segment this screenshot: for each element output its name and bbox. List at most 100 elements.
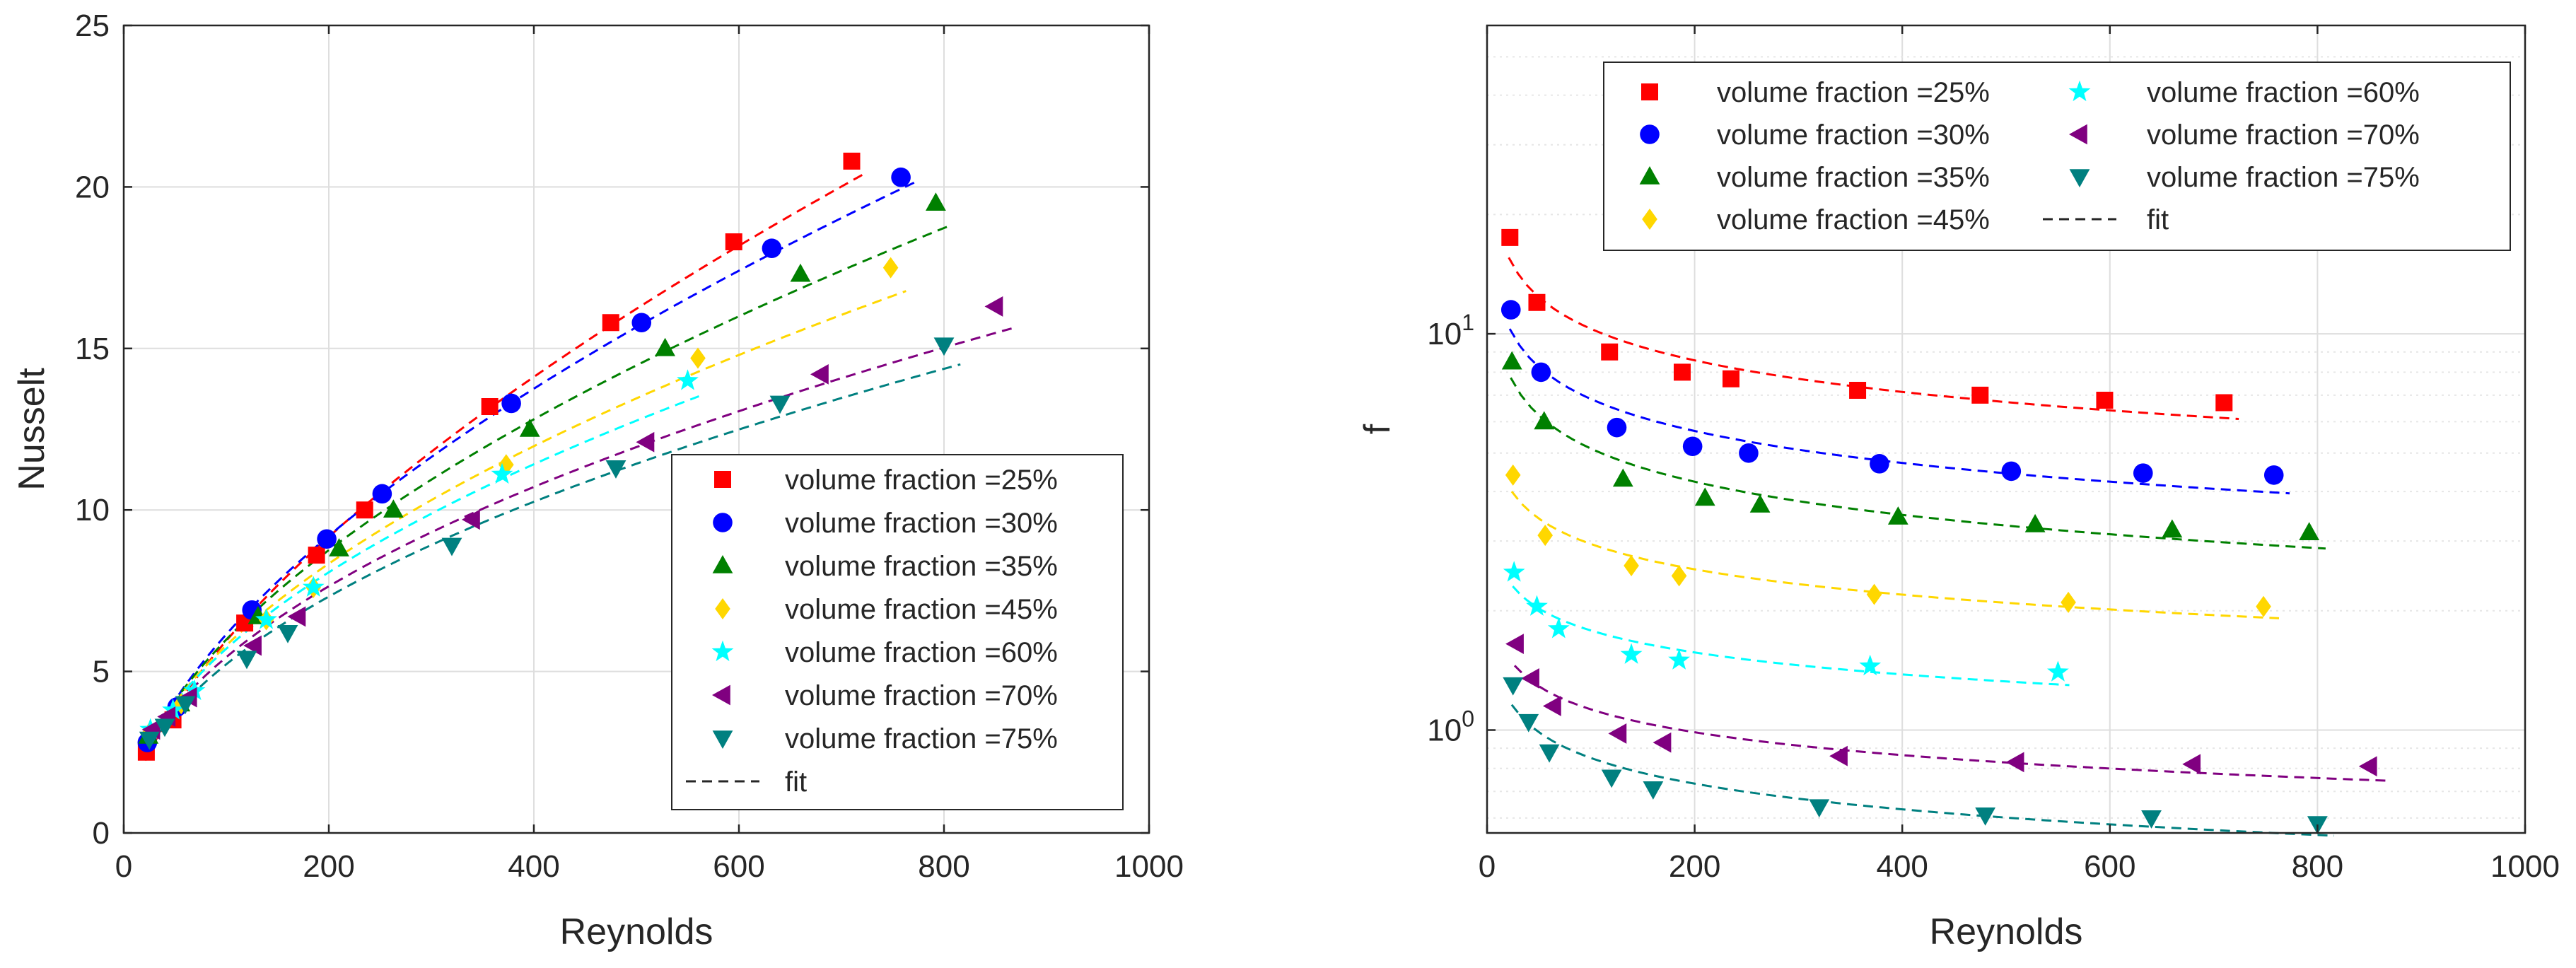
legend-item: volume fraction =30% [713,508,1058,539]
data-point [1668,648,1690,670]
data-point [843,152,861,170]
legend-marker [711,640,734,662]
axes-box [1486,24,2527,834]
data-point [1722,370,1739,387]
x-axis-label: Reynolds [560,911,713,952]
data-point [1505,464,1521,486]
legend-box [671,454,1124,810]
data-point [1601,343,1619,361]
legend-label: fit [785,766,807,798]
y-tick-label: 5 [93,655,110,689]
series-1 [1501,228,2233,412]
legend-box [1603,62,2511,251]
data-point [2133,463,2153,483]
series-6 [1505,634,2377,777]
fit-lines [1508,257,2387,837]
data-point [1500,300,1521,320]
data-point [1505,634,1524,655]
legend-item: volume fraction =25% [1641,77,1990,108]
data-point [1518,713,1539,733]
legend-marker [713,513,733,532]
data-point [1870,454,1889,474]
data-point [1643,781,1664,800]
fit-line [146,223,952,748]
data-point [481,398,499,416]
data-point [762,238,782,258]
data-point [1971,386,1989,404]
data-point [1526,595,1548,616]
legend-label: fit [2147,204,2169,235]
legend-label: volume fraction =30% [1717,119,1990,151]
data-point [1528,293,1546,311]
legend-label: volume fraction =35% [1717,162,1990,193]
data-point [2256,595,2271,617]
fit-line [1508,257,2239,420]
legend-label: volume fraction =75% [2147,162,2420,193]
data-point [1539,744,1560,763]
y-tick-label: 15 [75,332,110,366]
data-point [1608,723,1627,744]
data-point [1503,677,1524,696]
data-point [1537,525,1554,547]
data-point [2263,465,2284,485]
data-point [2005,752,2024,773]
data-point [2141,810,2162,829]
data-point [519,419,540,437]
data-point [2162,519,2183,538]
legend-marker [2069,124,2087,145]
fit-line [150,327,1013,742]
legend-marker [712,730,733,749]
x-tick-label: 1000 [1114,849,1184,884]
data-point [329,538,349,556]
data-point [810,363,829,385]
ticks: 0 200 400 600 800 1000 100 101 [1427,25,2560,884]
x-tick-label: 600 [713,849,764,884]
legend-item: volume fraction =35% [1639,162,1990,193]
series-3 [1501,351,2320,541]
data-point [1673,363,1691,381]
data-point [372,484,392,504]
legend: volume fraction =25% volume fraction =30%… [671,454,1124,810]
fit-line [144,171,867,762]
legend-label: volume fraction =60% [785,637,1058,668]
data-point [462,509,480,530]
data-point [1547,617,1570,638]
fit-line [1510,377,2326,550]
data-point [636,431,655,453]
data-point [790,263,811,282]
data-point [501,393,521,414]
fit-line [147,363,961,750]
legend-marker [1641,83,1658,100]
fit-line [1510,491,2280,619]
data-point [655,337,675,356]
legend-marker [715,598,730,619]
data-point [891,167,911,187]
data-point [1620,643,1643,664]
x-tick-label: 0 [1479,849,1496,884]
legend-item: fit [686,766,807,798]
x-tick-label: 400 [1876,849,1928,884]
data-point [236,651,257,670]
fit-line [1508,328,2290,495]
data-point [277,624,298,643]
data-point [690,347,706,369]
y-tick-label: 25 [75,8,110,43]
data-point [1866,583,1882,605]
data-point [2001,461,2022,482]
data-point [1534,411,1555,430]
data-point [1501,351,1522,370]
data-point [1612,468,1633,487]
legend-item: volume fraction =75% [2069,162,2420,193]
data-point [2182,754,2201,775]
y-tick-label: 10 [75,493,110,527]
series-6 [141,296,1003,740]
legend-label: volume fraction =25% [785,465,1058,496]
y-tick-label: 101 [1427,310,1474,351]
legend-label: volume fraction =25% [1717,77,1990,108]
data-point [677,369,699,390]
chart-2: 0 200 400 600 800 1000 100 101 Reynolds f volume f… [1357,24,2560,952]
fit-line [148,395,700,742]
data-point [984,296,1003,317]
data-point [243,635,262,656]
data-point [2358,756,2377,777]
